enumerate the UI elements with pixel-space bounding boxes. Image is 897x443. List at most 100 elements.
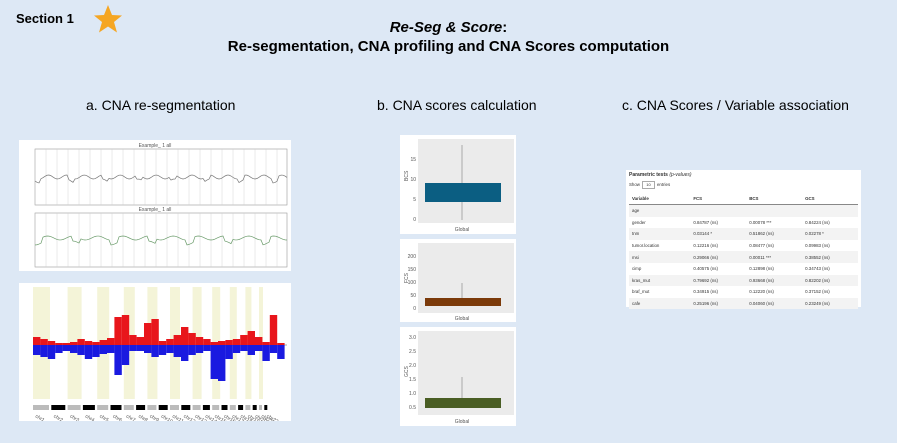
table-cell: 0.09983 (ns)	[805, 243, 830, 249]
loss-bar	[151, 345, 159, 357]
chromosome-label: chr3	[69, 414, 81, 421]
chromosome-label: chr22	[265, 414, 279, 421]
chromosome-block	[82, 405, 95, 410]
gain-bar	[269, 315, 278, 345]
table-header[interactable]: GCS	[802, 193, 858, 205]
bcs-tick: 15	[410, 157, 416, 163]
gain-bar	[166, 339, 174, 345]
gcs-tick: 1.5	[409, 377, 416, 383]
seg-plot-bottom-title: Example_ 1 all	[139, 207, 172, 213]
loss-bar	[84, 345, 93, 359]
chromosome-label: chr20	[254, 414, 268, 421]
chromosome-block	[245, 405, 251, 410]
chromosome-label: chr14	[204, 414, 218, 421]
table-cell	[746, 205, 802, 217]
table-row: tnm 0.03144 * 0.51862 (ns) 0.02278 *	[629, 228, 858, 240]
gain-bar	[203, 339, 211, 345]
table-cell: kras_mut	[632, 277, 651, 283]
gain-bar	[188, 333, 196, 345]
chromosome-label: chr17	[231, 414, 245, 421]
chromosome-block	[123, 405, 134, 410]
table-cell: 0.82202 (ns)	[805, 277, 830, 283]
gain-bar	[218, 341, 226, 345]
gain-bar	[225, 340, 233, 345]
table-cell	[802, 205, 858, 217]
page-title: Re-Seg & Score:	[389, 19, 508, 36]
fcs-axis-label: FCS	[404, 272, 410, 283]
table-cell: 0.40575 (ns)	[693, 266, 718, 272]
page-subtitle: Re-segmentation, CNA profiling and CNA S…	[227, 38, 670, 55]
chromosome-label: chr7	[125, 414, 137, 421]
table-cell: 0.04060 (ns)	[749, 301, 774, 307]
gain-bar	[195, 337, 204, 345]
table-header[interactable]: BCS	[746, 193, 803, 205]
loss-bar	[55, 345, 63, 353]
chromosome-label: chr18	[239, 414, 253, 421]
chromosome-label: chr5	[98, 414, 110, 421]
table-header[interactable]: FCS	[690, 193, 747, 205]
loss-bar	[181, 345, 189, 361]
gain-bar	[173, 335, 181, 345]
chromosome-label: chr13	[194, 414, 208, 421]
gain-bar	[277, 343, 285, 345]
table-cell: 0.00078 ***	[749, 219, 772, 225]
table-cell: 0.29066 (ns)	[693, 254, 718, 260]
chromosome-block	[51, 405, 66, 410]
gain-bar	[107, 338, 115, 345]
table-cell: 0.37152 (ns)	[805, 289, 830, 295]
chromosome-label: chr16	[223, 414, 237, 421]
chromosome-label: chr12	[182, 414, 196, 421]
table-row: msi 0.29066 (ns) 0.00011 *** 0.38552 (ns)	[629, 251, 858, 263]
table-cell: 0.84787 (ns)	[693, 219, 718, 225]
table-cell: tumor.location	[632, 243, 660, 249]
bcs-x-label: Global	[455, 227, 469, 233]
table-cell: 0.79692 (ns)	[693, 277, 718, 283]
table-cell: 0.00011 ***	[749, 254, 772, 260]
table-cell: 0.12898 (ns)	[749, 266, 774, 272]
table-cell: 0.08477 (ns)	[749, 243, 774, 249]
chromosome-block	[181, 405, 191, 410]
chromosome-label: chr4	[84, 414, 96, 421]
entries-select[interactable]: 10	[641, 181, 655, 189]
gain-bar	[158, 341, 167, 345]
loss-bar	[262, 345, 270, 361]
gain-bar	[151, 319, 159, 345]
table-cell: msi	[632, 254, 639, 260]
table-cell: 0.84224 (ns)	[805, 219, 830, 225]
table-header[interactable]: Variable	[629, 193, 691, 205]
gain-bar	[136, 337, 144, 345]
gain-bar	[84, 341, 93, 345]
loss-bar	[232, 345, 241, 353]
chromosome-block	[67, 405, 81, 410]
gain-bar	[121, 315, 130, 345]
gain-bar	[92, 342, 100, 345]
bcs-boxplot: BCS 15 10 5 0 Global	[400, 135, 516, 234]
loss-bar	[240, 345, 248, 351]
table-row: tumor.location 0.12216 (ns) 0.08477 (ns) 0.…	[629, 240, 858, 252]
seg-plot-top-title: Example_ 1 all	[139, 143, 172, 149]
gain-bar	[33, 337, 41, 345]
gain-bar	[210, 342, 218, 345]
loss-bar	[121, 345, 130, 365]
chromosome-block	[170, 405, 179, 410]
gain-bar	[144, 323, 152, 345]
chromosome-label: chr10	[160, 414, 174, 421]
chromosome-block	[192, 405, 201, 410]
loss-bar	[203, 345, 211, 351]
segmentation-plot-panel: Example_ 1 all Example_ 1 all	[19, 140, 291, 271]
loss-bar	[144, 345, 152, 353]
gcs-x-label: Global	[455, 419, 469, 425]
loss-bar	[195, 345, 204, 353]
gain-bar	[47, 341, 56, 345]
chromosome-block	[110, 405, 122, 410]
chromosome-block	[252, 405, 257, 410]
loss-bar	[114, 345, 122, 375]
column-heading-resegmentation: a. CNA re-segmentation	[86, 97, 236, 113]
chromosome-block	[136, 405, 146, 410]
table-cell: 0.03144 *	[693, 231, 713, 237]
table-row: age	[629, 204, 858, 217]
loss-bar	[129, 345, 137, 351]
table-cell: tnm	[632, 231, 640, 237]
loss-bar	[136, 345, 144, 351]
table-cell: 0.12220 (ns)	[749, 289, 774, 295]
